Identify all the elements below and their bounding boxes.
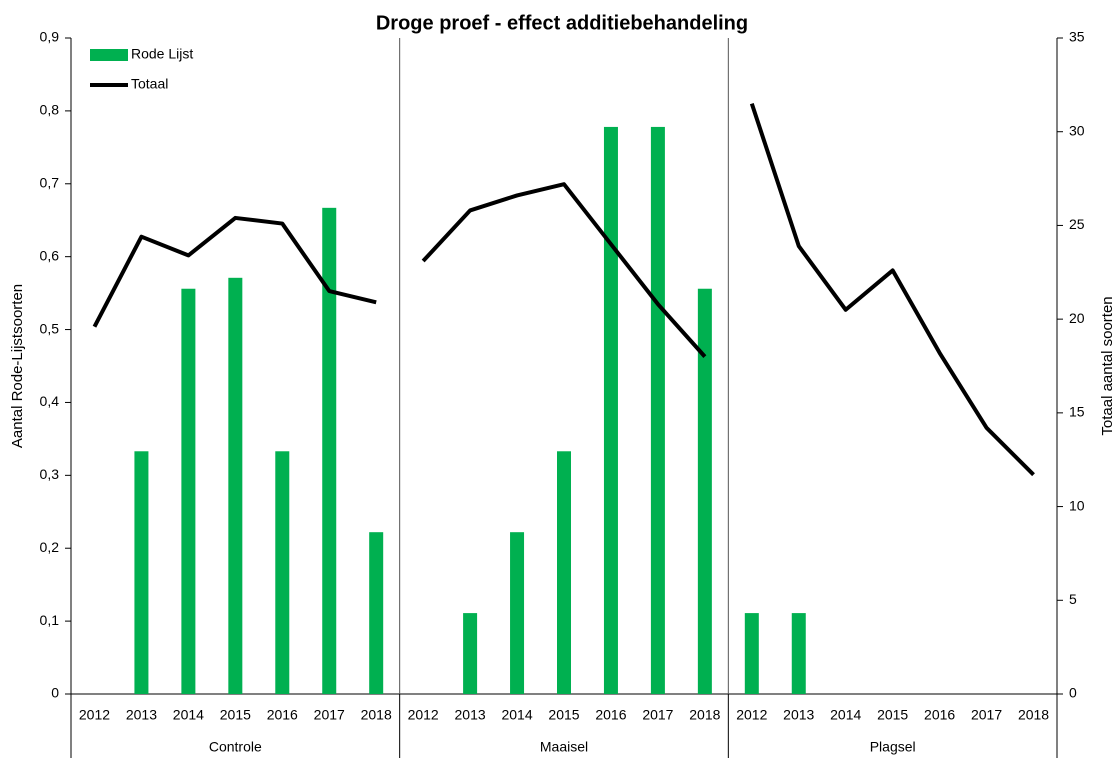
y-tick-label: 0,8 [40, 102, 60, 118]
x-tick-label: 2018 [689, 707, 720, 723]
line [749, 102, 1035, 477]
bar [603, 126, 618, 695]
x-tick-label: 2018 [1018, 707, 1049, 723]
group-label: Plagsel [870, 739, 916, 755]
y-tick-label: 0,6 [40, 247, 60, 263]
y2-tick-label: 20 [1069, 310, 1085, 326]
chart-title: Droge proef - effect additiebehandeling [376, 12, 748, 34]
x-tick-label: 2012 [736, 707, 767, 723]
x-tick-label: 2016 [595, 707, 626, 723]
y2-tick-label: 5 [1069, 591, 1077, 607]
x-tick-label: 2012 [79, 707, 110, 723]
x-tick-label: 2016 [924, 707, 955, 723]
bar [463, 613, 478, 694]
group-label: Maaisel [540, 739, 588, 755]
bar [510, 532, 525, 694]
x-tick-label: 2012 [408, 707, 439, 723]
y2-tick-label: 30 [1069, 122, 1085, 138]
bar [322, 207, 337, 694]
x-tick-label: 2017 [314, 707, 345, 723]
y-tick-label: 0,1 [40, 612, 60, 628]
y2-tick-label: 0 [1069, 685, 1077, 701]
bar [181, 288, 196, 694]
y-tick-label: 0,2 [40, 539, 60, 555]
y-tick-label: 0,5 [40, 320, 60, 336]
line [421, 182, 707, 358]
line [92, 215, 377, 328]
x-tick-label: 2015 [548, 707, 579, 723]
x-tick-label: 2017 [971, 707, 1002, 723]
x-tick-label: 2013 [455, 707, 486, 723]
legend-label: Totaal [131, 76, 168, 92]
y-tick-label: 0,7 [40, 174, 60, 190]
bar [557, 451, 571, 694]
y2-axis-label: Totaal aantal soorten [1099, 296, 1116, 435]
y2-tick-label: 15 [1069, 404, 1085, 420]
group-label: Controle [209, 739, 262, 755]
bar [650, 126, 665, 695]
bar [744, 613, 759, 694]
legend-swatch [90, 49, 128, 61]
x-tick-label: 2015 [877, 707, 908, 723]
x-tick-label: 2017 [642, 707, 673, 723]
x-tick-label: 2014 [830, 707, 861, 723]
bar [134, 451, 149, 694]
x-tick-label: 2016 [267, 707, 298, 723]
x-tick-label: 2013 [126, 707, 157, 723]
legend-label: Rode Lijst [131, 46, 193, 62]
y2-tick-label: 35 [1069, 29, 1085, 45]
x-tick-label: 2014 [173, 707, 204, 723]
x-tick-label: 2014 [501, 707, 532, 723]
y-tick-label: 0,9 [40, 29, 60, 45]
x-tick-label: 2013 [783, 707, 814, 723]
bar [369, 532, 384, 694]
bar [275, 451, 290, 694]
y-tick-label: 0,4 [40, 393, 60, 409]
y2-tick-label: 25 [1069, 216, 1085, 232]
y-tick-label: 0 [51, 685, 59, 701]
y-axis-label: Aantal Rode-Lijstsoorten [9, 284, 26, 448]
bar [791, 613, 806, 694]
bar [228, 277, 243, 694]
y2-tick-label: 10 [1069, 497, 1085, 513]
bar [697, 288, 712, 694]
y-tick-label: 0,3 [40, 466, 60, 482]
x-tick-label: 2018 [361, 707, 392, 723]
x-tick-label: 2015 [220, 707, 251, 723]
